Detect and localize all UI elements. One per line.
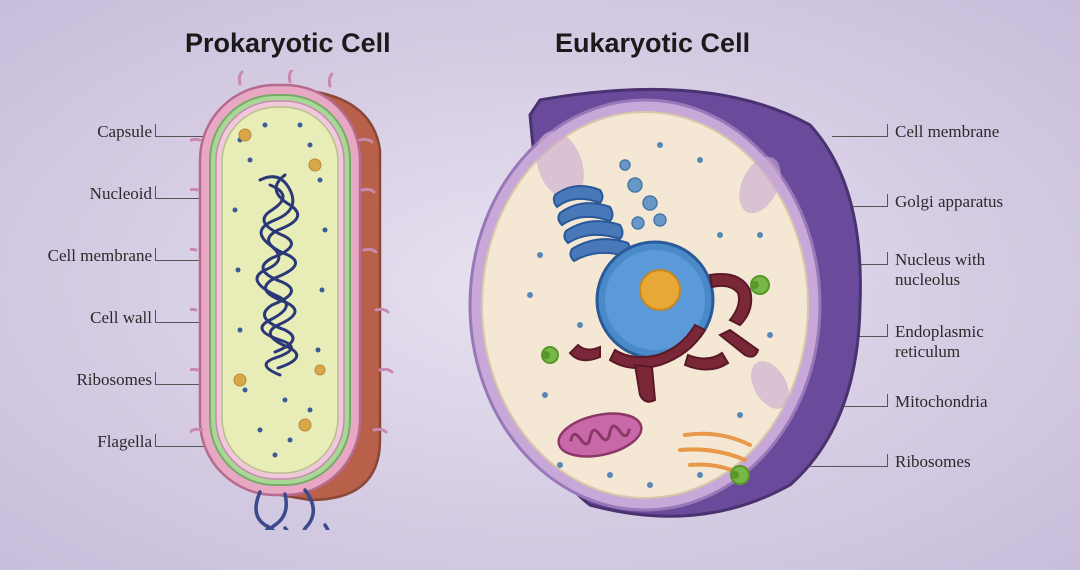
tick-p-ribosomes <box>155 372 156 384</box>
tick-flagella <box>155 434 156 446</box>
tick-e-ribosomes <box>887 454 888 466</box>
label-er: Endoplasmic reticulum <box>895 322 984 363</box>
tick-cellwall <box>155 310 156 322</box>
label-capsule: Capsule <box>97 122 152 142</box>
label-golgi: Golgi apparatus <box>895 192 1003 212</box>
eukaryotic-cell <box>460 75 870 535</box>
label-e-ribosomes: Ribosomes <box>895 452 971 472</box>
tick-e-membrane <box>887 124 888 136</box>
label-flagella: Flagella <box>97 432 152 452</box>
label-p-membrane: Cell membrane <box>48 246 152 266</box>
prokaryotic-cell <box>190 70 410 530</box>
label-mitochondria: Mitochondria <box>895 392 988 412</box>
tick-golgi <box>887 194 888 206</box>
eukaryotic-title: Eukaryotic Cell <box>555 28 750 59</box>
tick-nucleoid <box>155 186 156 198</box>
tick-capsule <box>155 124 156 136</box>
tick-nucleus <box>887 252 888 264</box>
label-nucleoid: Nucleoid <box>90 184 152 204</box>
tick-er <box>887 324 888 336</box>
label-cellwall: Cell wall <box>90 308 152 328</box>
prokaryotic-title: Prokaryotic Cell <box>185 28 391 59</box>
label-nucleus: Nucleus with nucleolus <box>895 250 985 291</box>
tick-p-membrane <box>155 248 156 260</box>
label-e-membrane: Cell membrane <box>895 122 999 142</box>
label-p-ribosomes: Ribosomes <box>76 370 152 390</box>
tick-mitochondria <box>887 394 888 406</box>
